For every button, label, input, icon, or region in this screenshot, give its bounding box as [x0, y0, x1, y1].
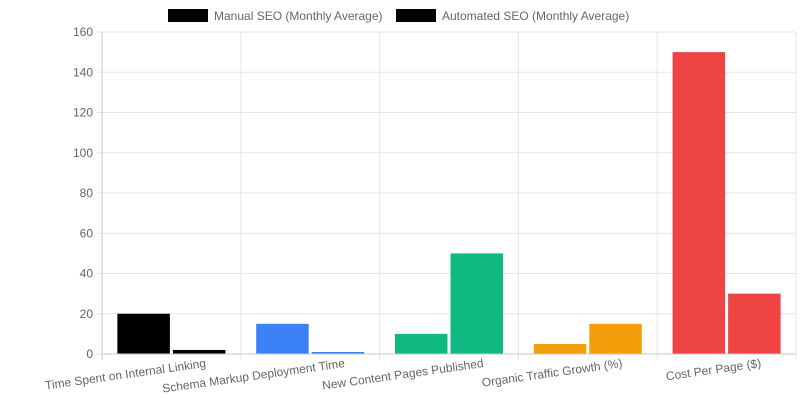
- axes: [96, 32, 796, 360]
- y-tick-label: 40: [80, 267, 94, 281]
- bars: [117, 52, 781, 354]
- bar-automated-5: [728, 293, 781, 354]
- y-tick-label: 140: [73, 65, 93, 79]
- x-tick-label: Cost Per Page ($): [665, 356, 762, 383]
- x-tick-label: Organic Traffic Growth (%): [481, 356, 623, 390]
- bar-automated-2: [311, 351, 365, 354]
- y-tick-label: 120: [73, 106, 93, 120]
- grid: [102, 31, 797, 360]
- bar-automated-3: [450, 253, 504, 354]
- legend-label-manual: Manual SEO (Monthly Average): [214, 9, 383, 23]
- y-tick-label: 0: [86, 347, 93, 361]
- bar-automated-1: [172, 349, 226, 354]
- y-tick-label: 60: [80, 226, 94, 240]
- bar-manual-5: [672, 52, 726, 354]
- bar-manual-4: [533, 343, 587, 354]
- y-tick-label: 80: [80, 186, 94, 200]
- y-tick-label: 20: [80, 307, 94, 321]
- y-axis-ticks: 0 20 40 60 80 100 120 140 160: [73, 25, 102, 361]
- bar-manual-2: [256, 323, 309, 354]
- bar-manual-3: [394, 333, 448, 354]
- legend-swatch-manual: [168, 9, 208, 22]
- legend-label-automated: Automated SEO (Monthly Average): [442, 9, 629, 23]
- y-tick-label: 160: [73, 25, 93, 39]
- bar-manual-1: [117, 313, 170, 354]
- bar-automated-4: [589, 323, 642, 354]
- x-tick-label: New Content Pages Published: [321, 356, 484, 393]
- y-tick-label: 100: [73, 146, 93, 160]
- legend: Manual SEO (Monthly Average) Automated S…: [168, 9, 629, 23]
- legend-swatch-automated: [396, 9, 436, 22]
